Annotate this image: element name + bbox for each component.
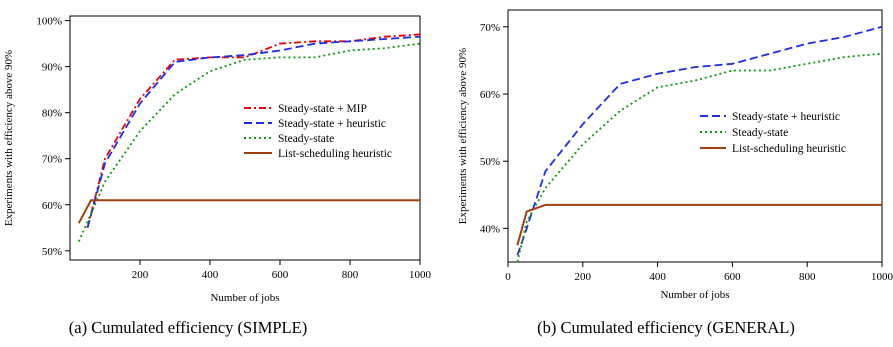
legend-entry-2: List-scheduling heuristic	[732, 143, 846, 155]
x-tick-label: 400	[649, 271, 666, 283]
y-tick-label: 60%	[480, 89, 500, 101]
x-tick-label: 0	[505, 271, 511, 283]
legend-entry-1: Steady-state + heuristic	[278, 118, 386, 130]
legend-entry-1: Steady-state	[732, 127, 788, 139]
x-tick-label: 1000	[409, 269, 432, 281]
legend-entry-3: List-scheduling heuristic	[278, 148, 392, 160]
y-tick-label: 40%	[480, 223, 500, 235]
x-tick-label: 200	[575, 271, 592, 283]
y-axis-label: Experiments with efficiency above 90%	[457, 48, 469, 224]
y-tick-label: 100%	[36, 16, 62, 28]
series-line-0	[517, 27, 882, 256]
series-line-2	[79, 44, 420, 242]
chart-simple: 200 400 600 800 1000 50% 60% 70% 80% 90% 100% Numbe…	[3, 16, 432, 337]
series-line-1	[88, 37, 421, 228]
y-tick-label: 50%	[42, 246, 62, 258]
x-axis-label: Number of jobs	[660, 289, 729, 301]
figure-caption: (b) Cumulated efficiency (GENERAL)	[537, 318, 795, 337]
series-line-0	[88, 34, 421, 227]
y-tick-label: 50%	[480, 156, 500, 168]
x-tick-label: 600	[724, 271, 741, 283]
y-tick-label: 60%	[42, 200, 62, 212]
series-line-3	[79, 200, 420, 223]
figure-caption: (a) Cumulated efficiency (SIMPLE)	[69, 318, 307, 337]
y-tick-label: 70%	[42, 154, 62, 166]
legend-entry-0: Steady-state + MIP	[278, 103, 367, 115]
legend-entry-0: Steady-state + heuristic	[732, 111, 840, 123]
x-tick-label: 800	[799, 271, 816, 283]
legend-entry-2: Steady-state	[278, 133, 334, 145]
y-tick-label: 70%	[480, 22, 500, 34]
x-axis-label: Number of jobs	[210, 292, 279, 304]
series-line-1	[517, 54, 882, 262]
y-tick-label: 90%	[42, 62, 62, 74]
x-tick-label: 600	[272, 269, 289, 281]
series-line-2	[517, 205, 882, 245]
plot-frame	[508, 10, 882, 262]
x-tick-label: 800	[342, 269, 359, 281]
y-axis-label: Experiments with efficiency above 90%	[3, 50, 15, 226]
chart-general: 0 200 400 600 800 1000 40% 50% 60% 70% Number of j…	[457, 10, 893, 337]
x-tick-label: 200	[132, 269, 149, 281]
x-tick-label: 400	[202, 269, 219, 281]
x-tick-label: 1000	[871, 271, 893, 283]
y-tick-label: 80%	[42, 108, 62, 120]
